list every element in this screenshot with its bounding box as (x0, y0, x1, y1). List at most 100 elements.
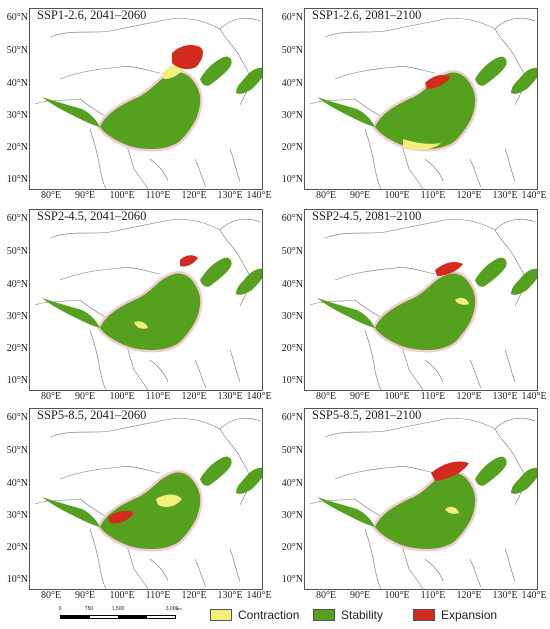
latitude-label: 30°N (6, 110, 28, 121)
stability-region (511, 467, 537, 494)
stability-region (375, 472, 476, 549)
longitude-label: 140°E (246, 391, 272, 402)
panel-title: SSP1-2.6, 2081–2100 (312, 8, 422, 22)
latitude-label: 20°N (281, 343, 303, 354)
scale-tick-label: 750 (84, 606, 94, 612)
latitude-label: 10°N (281, 375, 303, 386)
latitude-label: 10°N (281, 174, 303, 185)
longitude-label: 130°E (217, 190, 243, 201)
expansion-swatch (413, 609, 435, 621)
longitude-label: 120°E (181, 590, 207, 601)
latitude-label: 60°N (6, 12, 28, 23)
longitude-label: 90°E (74, 190, 96, 201)
longitude-label: 120°E (181, 391, 207, 402)
panel-title: SSP1-2.6, 2041–2060 (37, 8, 147, 22)
latitude-label: 50°N (6, 45, 28, 56)
map-frame (29, 8, 263, 190)
latitude-label: 50°N (6, 445, 28, 456)
stability-swatch (313, 609, 335, 621)
latitude-label: 30°N (281, 110, 303, 121)
expansion-region (425, 75, 451, 89)
stability-region (475, 456, 507, 486)
longitude-label: 90°E (349, 190, 371, 201)
longitude-label: 140°E (246, 590, 272, 601)
stability-region (375, 273, 476, 350)
legend-label-contraction: Contraction (238, 608, 300, 622)
longitude-label: 100°E (109, 590, 135, 601)
map-panel: SSP1-2.6, 2041–2060 60°N 50°N 40°N 30°N 20°N 1… (0, 4, 272, 201)
longitude-label: 120°E (456, 190, 482, 201)
map-graphic (309, 17, 537, 189)
longitude-label: 80°E (315, 190, 337, 201)
stability-region (42, 497, 100, 527)
latitude-label: 20°N (281, 542, 303, 553)
stability-region (100, 72, 201, 149)
stability-region (100, 273, 201, 350)
contraction-region (156, 494, 182, 507)
map-graphic (309, 218, 537, 390)
latitude-label: 30°N (281, 510, 303, 521)
latitude-label: 30°N (281, 311, 303, 322)
longitude-label: 130°E (492, 590, 518, 601)
contraction-swatch (210, 609, 232, 621)
contraction-region (455, 297, 469, 305)
latitude-label: 20°N (6, 542, 28, 553)
longitude-label: 80°E (40, 190, 62, 201)
longitude-label: 130°E (492, 190, 518, 201)
longitude-label: 110°E (145, 391, 171, 402)
longitude-label: 90°E (74, 391, 96, 402)
map-panel: SSP5-8.5, 2041–2060 60°N 50°N 40°N 30°N 20°N 1… (0, 404, 272, 601)
map-graphic (34, 218, 262, 390)
longitude-label: 140°E (521, 190, 547, 201)
stability-region (236, 268, 262, 295)
stability-region (42, 97, 100, 127)
expansion-region (431, 461, 469, 481)
longitude-label: 110°E (145, 190, 171, 201)
legend: Contraction Stability Expansion (0, 606, 550, 626)
longitude-label: 100°E (109, 391, 135, 402)
latitude-label: 40°N (281, 478, 303, 489)
latitude-label: 40°N (6, 279, 28, 290)
longitude-label: 120°E (456, 590, 482, 601)
panel-title: SSP2-4.5, 2081–2100 (312, 209, 422, 223)
latitude-label: 40°N (6, 78, 28, 89)
latitude-label: 50°N (6, 246, 28, 257)
longitude-label: 130°E (217, 590, 243, 601)
longitude-label: 90°E (74, 590, 96, 601)
latitude-label: 10°N (6, 174, 28, 185)
longitude-label: 80°E (40, 590, 62, 601)
latitude-label: 30°N (6, 510, 28, 521)
legend-label-expansion: Expansion (441, 608, 498, 622)
longitude-label: 100°E (109, 190, 135, 201)
latitude-label: 20°N (6, 343, 28, 354)
panel-title: SSP2-4.5, 2041–2060 (37, 209, 147, 223)
longitude-label: 110°E (420, 391, 446, 402)
latitude-label: 60°N (6, 412, 28, 423)
map-graphic (34, 417, 262, 589)
contraction-region (162, 65, 184, 79)
scale-unit-label: km (176, 606, 182, 611)
legend-item-expansion: Expansion (413, 608, 497, 622)
stability-region (100, 472, 201, 549)
map-panel: SSP5-8.5, 2081–2100 60°N 50°N 40°N 30°N 20°N 1… (275, 404, 547, 601)
map-panel: SSP2-4.5, 2081–2100 60°N 50°N 40°N 30°N 20°N 1… (275, 205, 547, 402)
longitude-label: 110°E (145, 590, 171, 601)
stability-region (511, 268, 537, 295)
scale-tick-label: 0 (58, 606, 62, 612)
legend-label-stability: Stability (341, 608, 384, 622)
longitude-label: 120°E (181, 190, 207, 201)
longitude-label: 100°E (384, 391, 410, 402)
expansion-region (108, 510, 134, 524)
contraction-region (134, 321, 148, 329)
scale-tick-label: 1,500 (111, 606, 125, 612)
latitude-label: 50°N (281, 45, 303, 56)
stability-region (317, 497, 375, 527)
longitude-label: 80°E (40, 391, 62, 402)
latitude-label: 10°N (6, 574, 28, 585)
stability-region (317, 97, 375, 127)
latitude-label: 60°N (281, 412, 303, 423)
latitude-label: 60°N (281, 12, 303, 23)
map-frame (29, 209, 263, 391)
scale-bar-track (60, 615, 176, 619)
latitude-label: 30°N (6, 311, 28, 322)
